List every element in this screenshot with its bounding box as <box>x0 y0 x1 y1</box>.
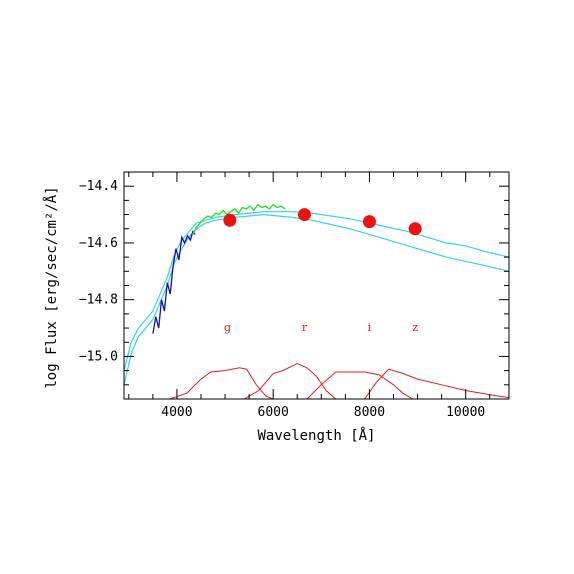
x-tick-label: 8000 <box>354 405 385 420</box>
photometry-point-g <box>223 213 237 227</box>
x-tick-label: 6000 <box>258 405 289 420</box>
filter-curve-i <box>306 371 414 399</box>
spectrum-green-line <box>192 203 286 235</box>
spectrum-blue-line <box>152 230 196 334</box>
filter-curve-r <box>244 362 337 399</box>
model-line-2 <box>124 213 509 385</box>
x-axis-label: Wavelength [Å] <box>257 427 375 444</box>
y-tick-label: −15.0 <box>79 349 118 364</box>
y-tick-label: −14.6 <box>79 236 118 251</box>
band-label-i: i <box>368 321 372 334</box>
filter-curve-z <box>364 368 509 399</box>
band-label-g: g <box>224 321 231 334</box>
filter-curve-g <box>169 367 274 399</box>
band-label-r: r <box>302 321 308 334</box>
y-axis-label: log Flux [erg/sec/cm²/Å] <box>43 186 60 388</box>
plot-frame <box>123 171 510 400</box>
band-label-z: z <box>412 321 418 334</box>
y-tick-label: −14.8 <box>79 293 118 308</box>
axes: 4000 6000 8000 10000 −15.0 −14.8 −14.6 −14.4 <box>79 171 510 420</box>
photometry-point-r <box>297 208 311 222</box>
photometry-point-z <box>408 222 422 236</box>
x-tick-label: 10000 <box>446 405 485 420</box>
photometry-point-i <box>362 215 376 229</box>
y-tick-label: −14.4 <box>79 179 118 194</box>
model-line-1 <box>124 211 509 371</box>
x-tick-label: 4000 <box>161 405 192 420</box>
